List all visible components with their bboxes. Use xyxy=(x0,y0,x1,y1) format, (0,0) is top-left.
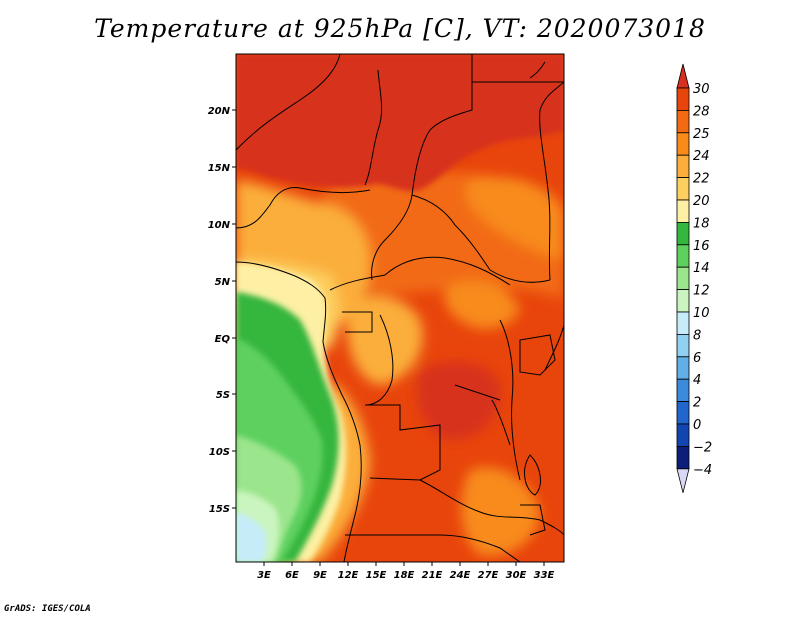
lat-label: 5N xyxy=(215,277,231,288)
colorbar-label: 18 xyxy=(693,216,710,231)
colorbar-label: 16 xyxy=(693,239,710,254)
colorbar-label: 0 xyxy=(693,418,701,433)
colorbar-label: 24 xyxy=(693,149,710,164)
colorbar-top-arrow xyxy=(676,63,690,89)
grads-credit: GrADS: IGES/COLA xyxy=(4,604,91,614)
border-kenya xyxy=(544,324,564,371)
colorbar-label: 6 xyxy=(693,351,701,366)
lat-label: 15N xyxy=(208,163,231,174)
border-sudan xyxy=(411,194,551,283)
border-namibia xyxy=(345,534,521,562)
field-band-24-southeast xyxy=(461,467,540,556)
colorbar-bottom-arrow xyxy=(676,468,690,493)
lat-label: EQ xyxy=(215,334,231,345)
colorbar-segment xyxy=(676,177,690,201)
colorbar-segment xyxy=(676,132,690,156)
border-west-africa xyxy=(236,186,371,229)
lake-victoria xyxy=(519,334,556,376)
border-chad xyxy=(371,54,473,281)
lon-label: 30E xyxy=(506,570,527,581)
border-car xyxy=(329,256,511,291)
lat-ticks xyxy=(232,109,236,509)
coastline-sinai xyxy=(529,61,546,79)
border-egypt xyxy=(471,81,564,110)
lon-label: 12E xyxy=(338,570,359,581)
field-band-8-ocean xyxy=(236,512,267,562)
lon-label: 15E xyxy=(366,570,387,581)
lat-label: 20N xyxy=(208,106,231,117)
lon-label: 24E xyxy=(450,570,471,581)
colorbar-segment xyxy=(676,423,690,447)
colorbar-label: 28 xyxy=(693,104,710,119)
border-drc-east xyxy=(454,384,501,401)
colorbar-segment xyxy=(676,289,690,313)
border-mozambique xyxy=(520,504,546,536)
colorbar-segment xyxy=(676,110,690,134)
colorbar-label: 30 xyxy=(693,82,710,97)
lon-label: 21E xyxy=(422,570,443,581)
chart-title: Temperature at 925hPa [C], VT: 202007301… xyxy=(94,14,706,43)
lake-malawi xyxy=(524,454,541,496)
colorbar-segment xyxy=(676,378,690,403)
colorbar-label: 2 xyxy=(693,396,701,411)
colorbar-segment xyxy=(676,199,690,223)
map-frame xyxy=(235,53,565,563)
colorbar-segment xyxy=(676,356,690,380)
border-congo xyxy=(364,314,394,406)
colorbar-label: 8 xyxy=(693,328,701,343)
colorbar-segment xyxy=(676,445,690,470)
colorbar-segment xyxy=(676,244,690,268)
border-zambia xyxy=(419,479,564,536)
lat-label: 10S xyxy=(209,447,230,458)
lon-label: 33E xyxy=(534,570,555,581)
colorbar-segment xyxy=(676,401,690,425)
colorbar-segment xyxy=(676,333,690,358)
colorbar-label: −4 xyxy=(693,463,712,478)
lon-label: 9E xyxy=(313,570,327,581)
colorbar-label: 25 xyxy=(693,127,710,142)
lake-tanganyika xyxy=(491,399,511,446)
colorbar-segment xyxy=(676,311,690,335)
colorbar-segment xyxy=(676,87,690,111)
lon-label: 27E xyxy=(478,570,499,581)
field-band-30-north xyxy=(236,54,564,192)
colorbar-label: −2 xyxy=(693,440,712,455)
border-mali-algeria xyxy=(236,54,341,151)
colorbar-label: 4 xyxy=(693,373,701,388)
lat-label: 10N xyxy=(208,220,231,231)
colorbar-label: 10 xyxy=(693,306,710,321)
coastline xyxy=(236,261,362,562)
lon-label: 3E xyxy=(257,570,271,581)
colorbar-segment xyxy=(676,266,690,291)
colorbar-label: 12 xyxy=(693,284,710,299)
colorbar-label: 20 xyxy=(693,194,710,209)
field-band-30-south xyxy=(416,361,501,440)
colorbar-label: 22 xyxy=(693,172,710,187)
lon-label: 6E xyxy=(285,570,299,581)
border-rift xyxy=(499,319,521,481)
coastline-red-sea xyxy=(539,81,564,281)
temperature-field xyxy=(236,54,564,562)
lon-label: 18E xyxy=(394,570,415,581)
field-band-24-east xyxy=(466,176,564,260)
lat-label: 5S xyxy=(216,390,230,401)
field-band-24-central xyxy=(444,281,520,329)
colorbar-segment xyxy=(676,154,690,178)
field-band-22-congo xyxy=(346,296,423,385)
colorbar-label: 14 xyxy=(693,261,710,276)
country-borders xyxy=(236,54,564,562)
lon-ticks xyxy=(263,562,545,566)
border-gabon xyxy=(342,311,373,333)
border-niger-libya xyxy=(364,69,383,186)
lat-label: 15S xyxy=(209,504,230,515)
colorbar-segment xyxy=(676,221,690,246)
